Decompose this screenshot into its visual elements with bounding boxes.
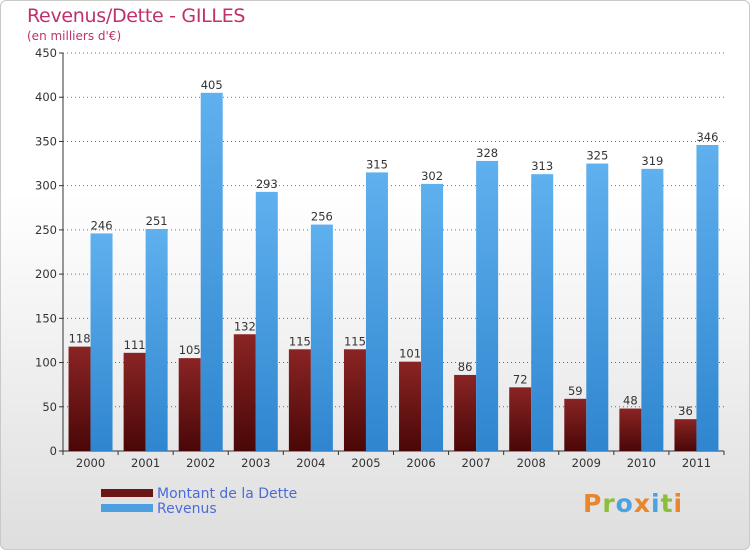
- bar-revenus: [200, 92, 223, 452]
- y-tick-label: 0: [50, 444, 57, 458]
- data-label-dette: 101: [399, 347, 421, 361]
- data-label-dette: 118: [69, 332, 91, 346]
- x-tick-label: 2004: [296, 456, 325, 470]
- data-label-dette: 36: [678, 404, 693, 418]
- legend-item-dette: Montant de la Dette: [101, 487, 297, 502]
- data-label-revenus: 315: [366, 157, 388, 171]
- x-tick-label: 2005: [351, 456, 380, 470]
- data-label-dette: 86: [458, 360, 473, 374]
- x-tick-label: 2008: [517, 456, 546, 470]
- data-label-revenus: 319: [641, 154, 663, 168]
- data-label-dette: 48: [623, 394, 638, 408]
- legend: Montant de la Dette Revenus: [101, 487, 297, 517]
- bar-revenus: [90, 233, 113, 451]
- brand-logo: Proxiti: [583, 489, 683, 518]
- data-label-revenus: 302: [421, 169, 443, 183]
- bar-revenus: [421, 183, 444, 452]
- bar-dette: [123, 352, 146, 451]
- chart-subtitle: (en milliers d'€): [27, 29, 122, 43]
- brand-letter: i: [651, 489, 661, 518]
- y-tick-label: 150: [35, 311, 57, 325]
- bar-revenus: [145, 229, 168, 451]
- y-tick-label: 100: [35, 356, 57, 370]
- y-tick-label: 300: [35, 179, 57, 193]
- data-label-revenus: 256: [311, 210, 333, 224]
- bar-dette: [399, 361, 422, 451]
- y-tick-label: 250: [35, 223, 57, 237]
- data-label-revenus: 313: [531, 159, 553, 173]
- data-label-revenus: 251: [146, 214, 168, 228]
- y-tick-label: 350: [35, 134, 57, 148]
- x-tick-label: 2002: [186, 456, 215, 470]
- bar-revenus: [476, 160, 499, 451]
- x-tick-label: 2009: [572, 456, 601, 470]
- data-label-revenus: 293: [256, 177, 278, 191]
- bar-revenus: [365, 172, 388, 451]
- legend-label-dette: Montant de la Dette: [157, 486, 298, 502]
- data-label-dette: 111: [124, 338, 146, 352]
- x-tick-label: 2000: [76, 456, 105, 470]
- bar-dette: [68, 346, 91, 451]
- data-label-dette: 115: [289, 334, 311, 348]
- bar-revenus: [255, 191, 278, 451]
- bar-revenus: [641, 168, 664, 451]
- data-label-revenus: 405: [201, 78, 223, 92]
- bar-dette: [564, 398, 587, 451]
- chart-title: Revenus/Dette - GILLES: [27, 5, 246, 27]
- bar-dette: [674, 419, 697, 451]
- y-tick-label: 450: [35, 46, 57, 60]
- brand-letter: P: [583, 489, 603, 518]
- data-label-revenus: 325: [586, 149, 608, 163]
- x-tick-label: 2003: [241, 456, 270, 470]
- data-label-revenus: 328: [476, 146, 498, 160]
- data-label-dette: 72: [513, 372, 528, 386]
- legend-label-revenus: Revenus: [157, 501, 217, 517]
- data-label-dette: 105: [179, 343, 201, 357]
- legend-swatch-revenus: [101, 504, 153, 512]
- y-tick-label: 400: [35, 90, 57, 104]
- brand-letter: x: [633, 489, 651, 518]
- brand-letter: o: [615, 489, 634, 518]
- bar-dette: [454, 374, 477, 451]
- bar-revenus: [531, 174, 554, 451]
- x-tick-label: 2001: [131, 456, 160, 470]
- brand-letter: i: [673, 489, 684, 518]
- bar-dette: [178, 358, 201, 451]
- x-tick-label: 2006: [406, 456, 435, 470]
- brand-letter: r: [602, 489, 616, 518]
- bar-revenus: [586, 163, 609, 452]
- brand-letter: t: [660, 489, 674, 518]
- data-label-revenus: 346: [696, 130, 718, 144]
- data-label-dette: 59: [568, 384, 583, 398]
- data-label-revenus: 246: [91, 218, 113, 232]
- x-tick-label: 2010: [627, 456, 656, 470]
- bar-revenus: [696, 144, 719, 451]
- legend-swatch-dette: [101, 489, 153, 497]
- bar-dette: [509, 387, 532, 451]
- bar-dette: [288, 349, 311, 451]
- bar-dette: [343, 349, 366, 451]
- y-tick-label: 200: [35, 267, 57, 281]
- x-tick-label: 2007: [461, 456, 490, 470]
- x-tick-label: 2011: [682, 456, 711, 470]
- bar-dette: [619, 408, 642, 451]
- bar-dette: [233, 334, 256, 451]
- data-label-dette: 115: [344, 334, 366, 348]
- legend-item-revenus: Revenus: [101, 502, 297, 517]
- bar-revenus: [310, 224, 333, 451]
- y-tick-label: 50: [42, 400, 57, 414]
- data-label-dette: 132: [234, 319, 256, 333]
